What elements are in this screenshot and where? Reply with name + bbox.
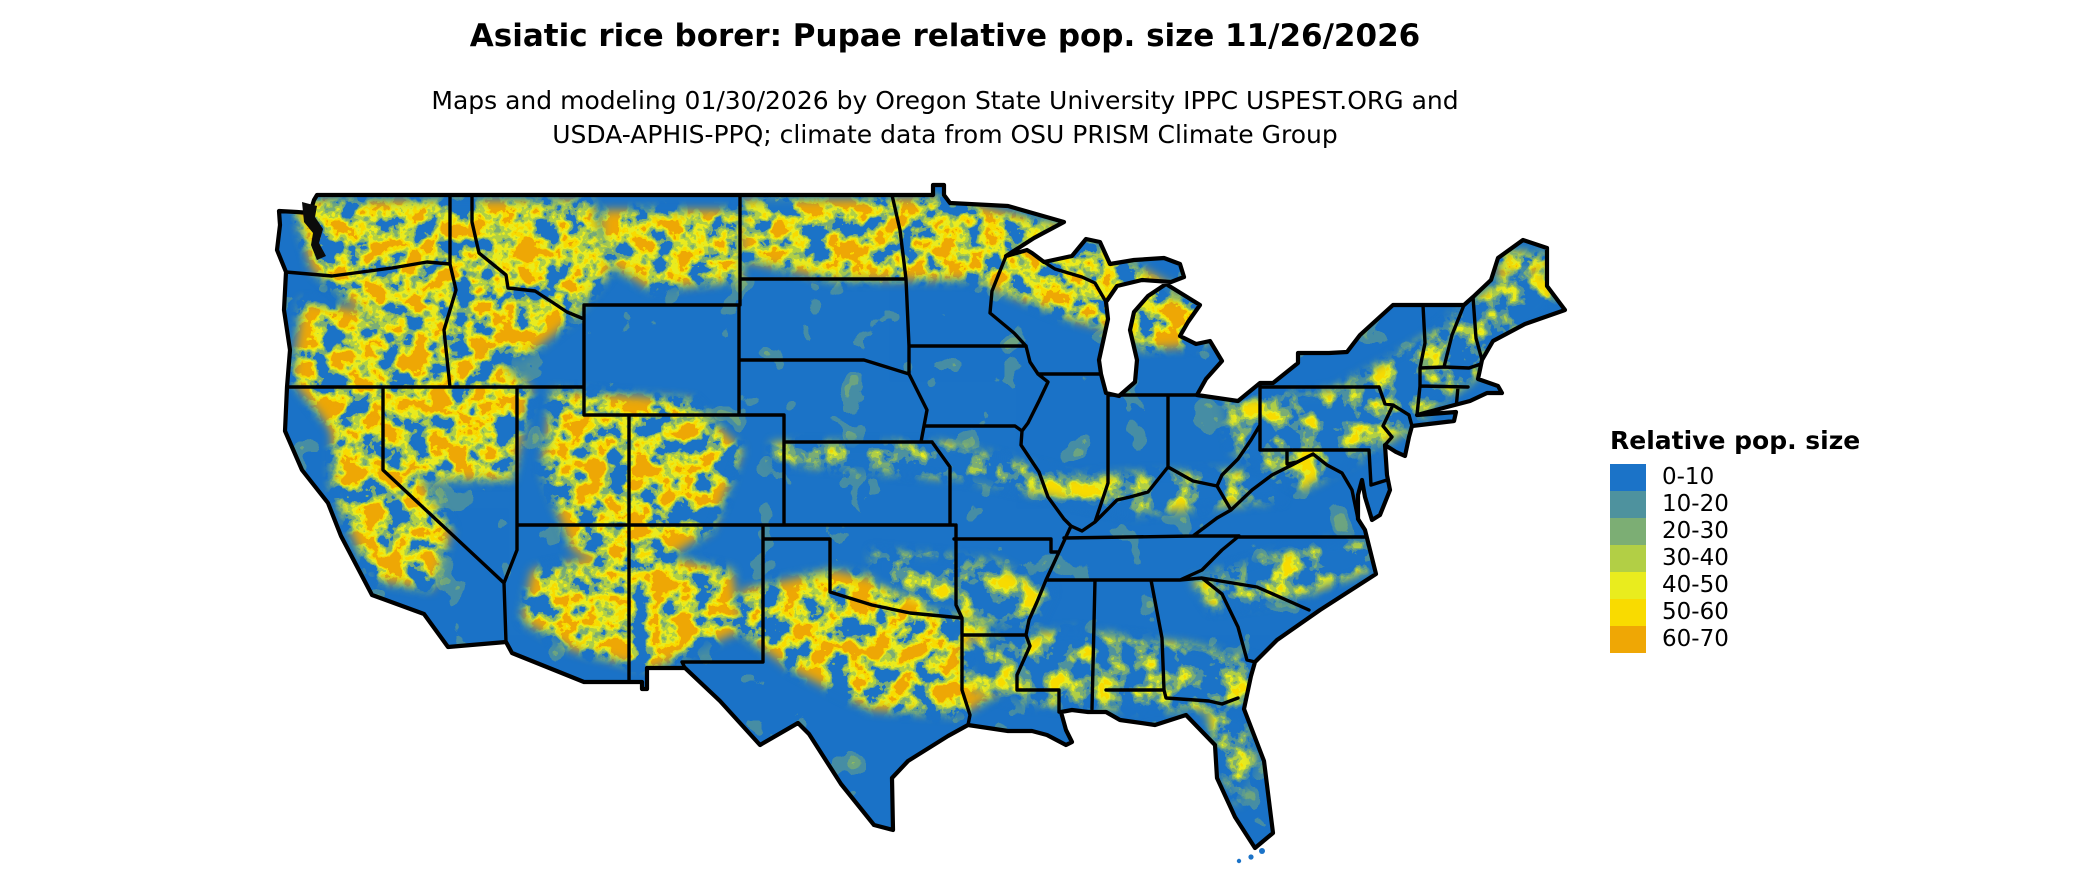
us-map-image [272,150,1572,890]
legend-swatch [1610,518,1646,545]
legend-label: 40-50 [1662,572,1729,598]
legend-label: 0-10 [1662,464,1715,490]
state-borders [283,193,1484,727]
puget-sound-inlet [302,202,326,260]
map-raster-layer [277,185,1565,848]
map-subtitle-line2: USDA-APHIS-PPQ; climate data from OSU PR… [552,120,1338,149]
legend-entry: 10-20 [1610,491,1860,518]
legend-swatch [1610,599,1646,626]
legend-entry: 60-70 [1610,626,1860,653]
legend-label: 20-30 [1662,518,1729,544]
legend-label: 10-20 [1662,491,1729,517]
map-subtitle-line1: Maps and modeling 01/30/2026 by Oregon S… [431,86,1459,115]
florida-keys [1236,848,1265,864]
map-legend: Relative pop. size 0-10 10-20 20-30 30-40 40… [1610,426,1860,653]
map-subtitle: Maps and modeling 01/30/2026 by Oregon S… [431,84,1458,152]
legend-swatch [1610,572,1646,599]
legend-entry: 40-50 [1610,572,1860,599]
legend-swatch [1610,491,1646,518]
legend-entries: 0-10 10-20 20-30 30-40 40-50 50-60 60-70 [1610,464,1860,653]
legend-title: Relative pop. size [1610,426,1861,455]
us-map-svg [274,182,1568,864]
legend-label: 30-40 [1662,545,1729,571]
legend-swatch [1610,545,1646,572]
legend-label: 60-70 [1662,626,1729,652]
legend-swatch [1610,464,1646,491]
legend-entry: 0-10 [1610,464,1860,491]
us-outline [274,182,1568,851]
legend-swatch [1610,626,1646,653]
legend-entry: 30-40 [1610,545,1860,572]
legend-entry: 50-60 [1610,599,1860,626]
legend-entry: 20-30 [1610,518,1860,545]
legend-label: 50-60 [1662,599,1729,625]
map-title: Asiatic rice borer: Pupae relative pop. … [469,18,1421,54]
